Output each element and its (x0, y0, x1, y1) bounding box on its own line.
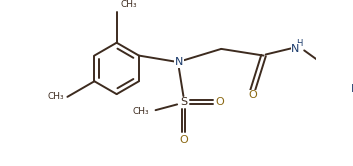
Text: N: N (175, 57, 183, 67)
Text: O: O (179, 135, 188, 145)
Text: H: H (296, 39, 303, 48)
Text: O: O (248, 90, 257, 100)
Text: CH₃: CH₃ (120, 0, 137, 9)
Text: S: S (180, 97, 187, 107)
Text: CH₃: CH₃ (132, 107, 149, 116)
Text: N: N (351, 84, 353, 94)
Text: CH₃: CH₃ (47, 92, 64, 101)
Text: O: O (216, 97, 224, 107)
Text: N: N (291, 44, 300, 54)
